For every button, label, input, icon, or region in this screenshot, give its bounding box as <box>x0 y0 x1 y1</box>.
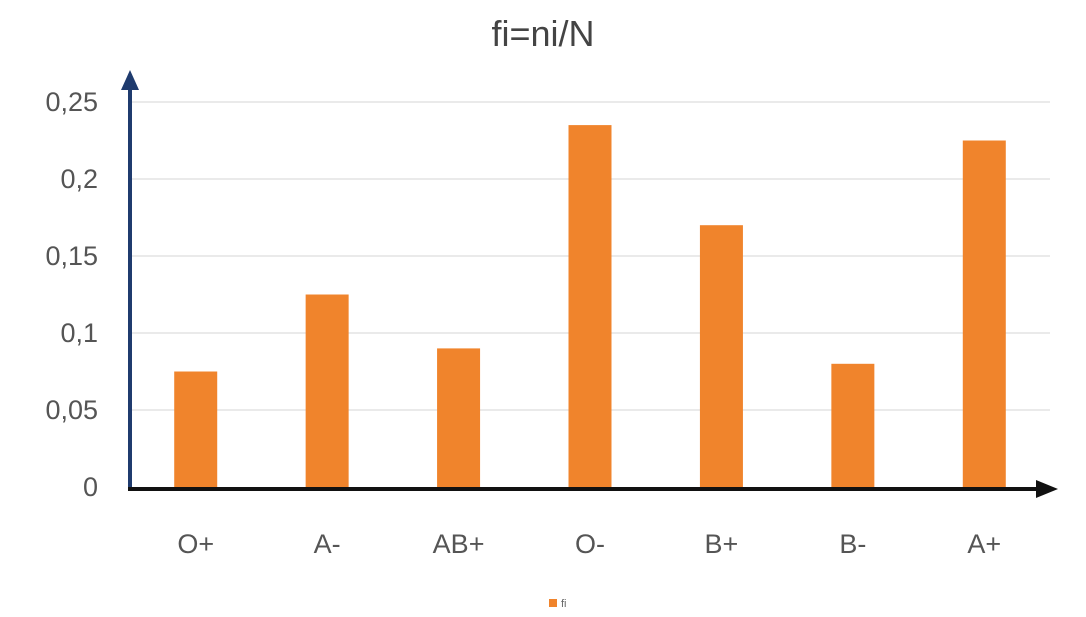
x-tick-label: B- <box>839 529 866 559</box>
bars <box>174 125 1006 487</box>
legend: fi <box>549 598 567 610</box>
x-tick-label: AB+ <box>433 529 485 559</box>
legend-label: fi <box>561 598 567 610</box>
y-axis-arrowhead <box>121 70 139 90</box>
y-tick-label: 0,25 <box>45 87 98 117</box>
x-axis-arrowhead <box>1036 480 1058 498</box>
y-tick-labels: 0 0,05 0,1 0,15 0,2 0,25 <box>45 87 98 502</box>
axes <box>121 70 1058 498</box>
x-tick-label: A+ <box>967 529 1001 559</box>
bar-A- <box>305 294 349 487</box>
y-tick-label: 0,05 <box>45 395 98 425</box>
bar-B+ <box>699 225 743 487</box>
legend-swatch <box>549 599 557 607</box>
chart-title: fi=ni/N <box>491 13 594 54</box>
y-tick-label: 0,15 <box>45 241 98 271</box>
x-tick-labels: O+ A- AB+ O- B+ B- A+ <box>177 529 1001 559</box>
y-tick-label: 0 <box>83 472 98 502</box>
x-tick-label: B+ <box>705 529 739 559</box>
x-tick-label: O- <box>575 529 605 559</box>
x-tick-label: A- <box>314 529 341 559</box>
bar-O+ <box>174 371 218 487</box>
bar-A+ <box>962 140 1006 487</box>
y-tick-label: 0,2 <box>60 164 98 194</box>
bar-O- <box>568 125 612 487</box>
x-tick-label: O+ <box>177 529 214 559</box>
y-tick-label: 0,1 <box>60 318 98 348</box>
bar-AB+ <box>437 348 481 487</box>
bar-B- <box>831 363 875 487</box>
